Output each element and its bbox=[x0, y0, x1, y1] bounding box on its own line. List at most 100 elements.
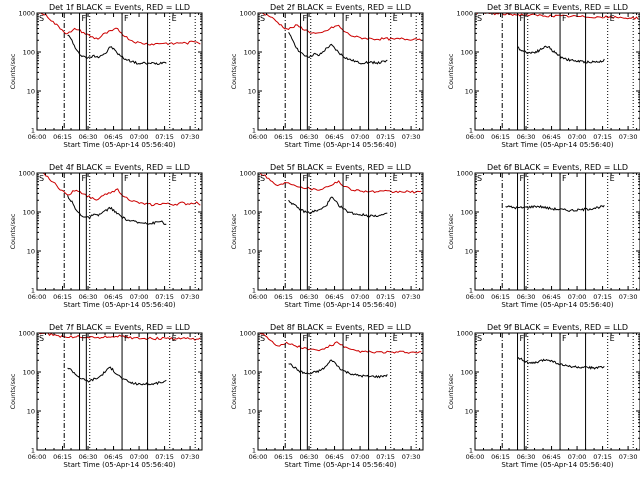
x-tick-label: 07:15 bbox=[593, 293, 612, 301]
y-axis-label: Counts/sec bbox=[230, 53, 238, 89]
marker-label-f: F bbox=[345, 334, 350, 343]
x-tick-label: 06:30 bbox=[517, 133, 536, 141]
x-tick-label: 06:15 bbox=[491, 453, 510, 461]
chart-title: Det 9f BLACK = Events, RED = LLD bbox=[487, 323, 628, 332]
y-tick-label: 1000 bbox=[456, 170, 473, 178]
marker-label-s: S bbox=[260, 174, 265, 183]
marker-label-f: F bbox=[303, 14, 308, 23]
y-tick-label: 1000 bbox=[239, 170, 256, 178]
marker-label-f: F bbox=[520, 14, 525, 23]
chart-title: Det 6f BLACK = Events, RED = LLD bbox=[487, 163, 628, 172]
marker-label-e: E bbox=[610, 334, 615, 343]
chart-title: Det 7f BLACK = Events, RED = LLD bbox=[49, 323, 190, 332]
y-tick-label: 100 bbox=[461, 369, 473, 377]
x-tick-label: 06:30 bbox=[517, 293, 536, 301]
x-tick-label: 07:30 bbox=[619, 133, 638, 141]
x-tick-label: 06:15 bbox=[53, 453, 72, 461]
x-tick-label: 06:00 bbox=[28, 133, 47, 141]
x-tick-label: 06:30 bbox=[79, 133, 98, 141]
x-tick-label: 07:15 bbox=[376, 133, 395, 141]
x-axis-label: Start Time (05-Apr-14 05:56:40) bbox=[63, 141, 175, 149]
y-tick-label: 10 bbox=[248, 248, 256, 256]
x-tick-label: 06:30 bbox=[300, 293, 319, 301]
x-tick-label: 06:00 bbox=[249, 293, 268, 301]
x-tick-label: 06:15 bbox=[53, 293, 72, 301]
x-tick-label: 06:45 bbox=[542, 293, 561, 301]
x-tick-label: 06:30 bbox=[79, 293, 98, 301]
marker-label-e: E bbox=[172, 14, 177, 23]
marker-label-e: E bbox=[172, 174, 177, 183]
marker-label-f: F bbox=[124, 174, 129, 183]
x-tick-label: 06:00 bbox=[466, 133, 485, 141]
chart-title: Det 4f BLACK = Events, RED = LLD bbox=[49, 163, 190, 172]
y-axis-label: Counts/sec bbox=[447, 213, 455, 249]
x-tick-label: 07:15 bbox=[593, 453, 612, 461]
y-tick-label: 10 bbox=[465, 408, 473, 416]
x-tick-label: 06:00 bbox=[466, 293, 485, 301]
x-tick-label: 07:30 bbox=[402, 453, 421, 461]
x-tick-label: 06:00 bbox=[28, 293, 47, 301]
marker-label-e: E bbox=[393, 174, 398, 183]
marker-label-f: F bbox=[82, 334, 87, 343]
y-tick-label: 10 bbox=[27, 88, 35, 96]
x-tick-label: 06:45 bbox=[104, 453, 123, 461]
x-tick-label: 07:00 bbox=[130, 293, 149, 301]
x-tick-label: 07:00 bbox=[351, 133, 370, 141]
x-tick-label: 07:30 bbox=[402, 133, 421, 141]
x-tick-label: 07:15 bbox=[376, 453, 395, 461]
marker-label-e: E bbox=[172, 334, 177, 343]
marker-label-f: F bbox=[345, 174, 350, 183]
x-tick-label: 06:00 bbox=[28, 453, 47, 461]
y-tick-label: 1000 bbox=[18, 10, 35, 18]
y-axis-label: Counts/sec bbox=[9, 53, 17, 89]
x-tick-label: 07:30 bbox=[181, 453, 200, 461]
y-tick-label: 10 bbox=[465, 248, 473, 256]
y-tick-label: 100 bbox=[23, 369, 35, 377]
x-axis-label: Start Time (05-Apr-14 05:56:40) bbox=[284, 141, 396, 149]
x-tick-label: 06:00 bbox=[466, 453, 485, 461]
marker-label-e: E bbox=[610, 14, 615, 23]
x-tick-label: 06:15 bbox=[491, 133, 510, 141]
x-axis-label: Start Time (05-Apr-14 05:56:40) bbox=[284, 301, 396, 309]
y-tick-label: 100 bbox=[461, 49, 473, 57]
x-axis-label: Start Time (05-Apr-14 05:56:40) bbox=[501, 301, 613, 309]
x-tick-label: 06:45 bbox=[542, 453, 561, 461]
marker-label-s: S bbox=[39, 14, 44, 23]
y-tick-label: 10 bbox=[248, 88, 256, 96]
x-tick-label: 07:30 bbox=[402, 293, 421, 301]
marker-label-f: F bbox=[303, 334, 308, 343]
x-tick-label: 06:45 bbox=[542, 133, 561, 141]
x-tick-label: 07:00 bbox=[351, 293, 370, 301]
figure-background bbox=[0, 0, 640, 480]
x-tick-label: 06:45 bbox=[104, 293, 123, 301]
marker-label-f: F bbox=[345, 14, 350, 23]
y-tick-label: 100 bbox=[244, 369, 256, 377]
y-tick-label: 10 bbox=[465, 88, 473, 96]
x-tick-label: 06:45 bbox=[325, 133, 344, 141]
x-axis-label: Start Time (05-Apr-14 05:56:40) bbox=[501, 461, 613, 469]
chart-title: Det 3f BLACK = Events, RED = LLD bbox=[487, 3, 628, 12]
y-axis-label: Counts/sec bbox=[9, 373, 17, 409]
x-tick-label: 07:30 bbox=[619, 453, 638, 461]
x-axis-label: Start Time (05-Apr-14 05:56:40) bbox=[501, 141, 613, 149]
x-tick-label: 06:30 bbox=[300, 133, 319, 141]
x-tick-label: 07:00 bbox=[568, 453, 587, 461]
chart-title: Det 1f BLACK = Events, RED = LLD bbox=[49, 3, 190, 12]
y-axis-label: Counts/sec bbox=[447, 373, 455, 409]
y-tick-label: 10 bbox=[248, 408, 256, 416]
y-tick-label: 10 bbox=[27, 248, 35, 256]
marker-label-f: F bbox=[303, 174, 308, 183]
x-tick-label: 07:30 bbox=[181, 293, 200, 301]
marker-label-e: E bbox=[610, 174, 615, 183]
x-tick-label: 06:45 bbox=[325, 293, 344, 301]
y-tick-label: 1000 bbox=[18, 170, 35, 178]
marker-label-f: F bbox=[562, 14, 567, 23]
marker-label-f: F bbox=[82, 14, 87, 23]
x-axis-label: Start Time (05-Apr-14 05:56:40) bbox=[63, 301, 175, 309]
y-axis-label: Counts/sec bbox=[447, 53, 455, 89]
y-tick-label: 1000 bbox=[456, 330, 473, 338]
x-tick-label: 07:00 bbox=[130, 133, 149, 141]
y-axis-label: Counts/sec bbox=[9, 213, 17, 249]
x-tick-label: 07:00 bbox=[130, 453, 149, 461]
y-tick-label: 10 bbox=[27, 408, 35, 416]
